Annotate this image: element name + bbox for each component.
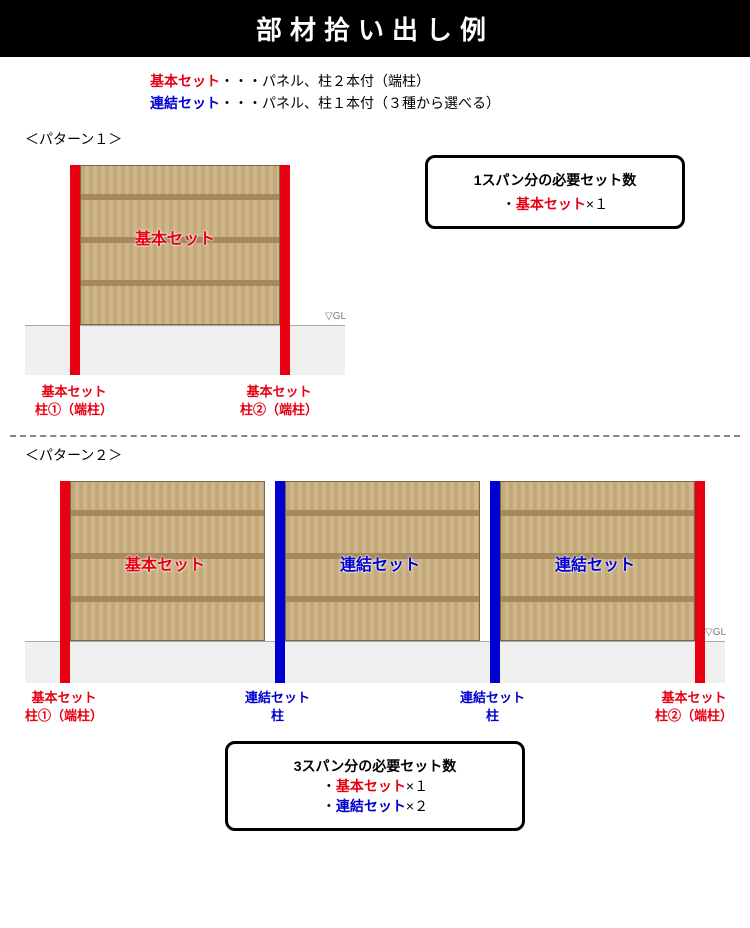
pattern2-post-1-caption: 連結セット 柱: [245, 689, 310, 725]
pattern2-base: [25, 641, 725, 683]
panel-band: [286, 596, 479, 602]
pattern2-panel-0-label: 基本セット: [125, 551, 205, 575]
pattern1-panel-label: 基本セット: [135, 225, 215, 249]
pattern2-note-link: 連結セット: [336, 798, 406, 814]
pattern1-stage: ▽GL 基本セット 基本セット 柱①（端柱） 基本セット 柱②（端柱）: [25, 155, 725, 425]
panel-band: [286, 510, 479, 516]
pattern1-post-right: [280, 165, 290, 375]
pattern2-title: ＜パターン２＞: [25, 445, 725, 465]
pattern2-note-line2: ・連結セット×２: [252, 796, 498, 816]
caption-line1: 連結セット: [245, 690, 310, 705]
caption-line1: 基本セット: [42, 384, 107, 399]
pattern2-post-2-caption: 連結セット 柱: [460, 689, 525, 725]
caption-line2: 柱②（端柱）: [240, 402, 318, 417]
pattern2-post-3: [695, 481, 705, 683]
caption-line1: 基本セット: [247, 384, 312, 399]
legend-basic-label: 基本セット: [150, 73, 220, 89]
caption-line1: 連結セット: [460, 690, 525, 705]
pattern2-post-2: [490, 481, 500, 683]
pattern2-note-qty2: ×２: [406, 798, 428, 814]
pattern2-gl-label: ▽GL: [705, 627, 726, 638]
pattern2-section: ＜パターン２＞ ▽GL 基本セット 連結セット 連結セット 基本セット 柱①（端…: [0, 437, 750, 861]
pattern2-note-basic: 基本セット: [336, 778, 406, 794]
panel-band: [81, 194, 279, 200]
pattern1-gl-label: ▽GL: [325, 311, 346, 322]
caption-line2: 柱①（端柱）: [35, 402, 113, 417]
pattern1-post-right-caption: 基本セット 柱②（端柱）: [240, 383, 318, 419]
legend-link-desc: ・・・パネル、柱１本付（３種から選べる）: [220, 95, 500, 111]
pattern2-panel-2-label: 連結セット: [555, 551, 635, 575]
legend-link-label: 連結セット: [150, 95, 220, 111]
pattern2-note-title: 3スパン分の必要セット数: [252, 756, 498, 776]
caption-line1: 基本セット: [662, 690, 727, 705]
caption-line2: 柱①（端柱）: [25, 708, 103, 723]
pattern1-section: ＜パターン１＞ 1スパン分の必要セット数 ・基本セット×１ ▽GL 基本セット …: [0, 121, 750, 435]
pattern2-panel-1-label: 連結セット: [340, 551, 420, 575]
legend-basic: 基本セット・・・パネル、柱２本付（端柱）: [150, 71, 750, 91]
legend-basic-desc: ・・・パネル、柱２本付（端柱）: [220, 73, 430, 89]
caption-line1: 基本セット: [32, 690, 97, 705]
legend: 基本セット・・・パネル、柱２本付（端柱） 連結セット・・・パネル、柱１本付（３種…: [0, 57, 750, 121]
pattern2-note-box: 3スパン分の必要セット数 ・基本セット×１ ・連結セット×２: [225, 741, 525, 831]
pattern2-post-3-caption: 基本セット 柱②（端柱）: [655, 689, 733, 725]
pattern1-post-left: [70, 165, 80, 375]
panel-band: [71, 596, 264, 602]
pattern2-post-1: [275, 481, 285, 683]
page-title: 部材拾い出し例: [0, 0, 750, 57]
pattern2-note-qty1: ×１: [406, 778, 428, 794]
caption-line2: 柱②（端柱）: [655, 708, 733, 723]
pattern2-post-0: [60, 481, 70, 683]
panel-band: [81, 280, 279, 286]
pattern2-stage: ▽GL 基本セット 連結セット 連結セット 基本セット 柱①（端柱） 連結セット: [25, 471, 725, 731]
legend-link: 連結セット・・・パネル、柱１本付（３種から選べる）: [150, 93, 750, 113]
pattern1-post-left-caption: 基本セット 柱①（端柱）: [35, 383, 113, 419]
caption-line2: 柱: [486, 708, 499, 723]
panel-band: [71, 510, 264, 516]
pattern2-note-line1: ・基本セット×１: [252, 776, 498, 796]
panel-band: [501, 596, 694, 602]
pattern2-post-0-caption: 基本セット 柱①（端柱）: [25, 689, 103, 725]
panel-band: [501, 510, 694, 516]
pattern1-title: ＜パターン１＞: [25, 129, 725, 149]
caption-line2: 柱: [271, 708, 284, 723]
